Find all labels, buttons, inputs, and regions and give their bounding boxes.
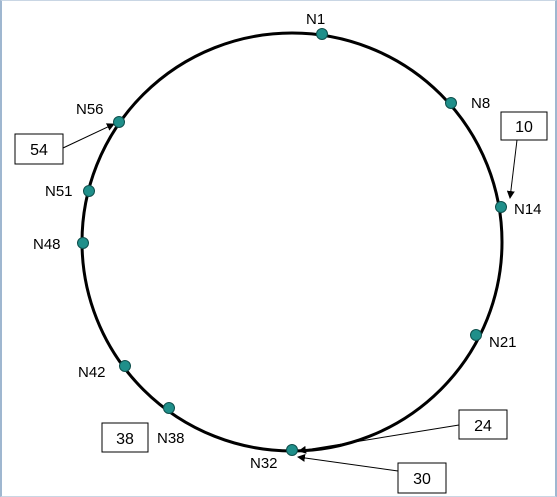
node-label-n42: N42 xyxy=(78,364,106,381)
node-n14[interactable] xyxy=(495,201,507,213)
node-n56[interactable] xyxy=(113,116,125,128)
key-box-10: 10 xyxy=(500,111,548,141)
key-24-arrow xyxy=(298,424,460,454)
svg-text:54: 54 xyxy=(30,142,48,159)
node-n38[interactable] xyxy=(163,402,175,414)
node-label-n56: N56 xyxy=(76,101,104,118)
key-box-38: 38 xyxy=(101,422,149,453)
node-label-n1: N1 xyxy=(306,11,325,28)
svg-text:10: 10 xyxy=(515,119,533,136)
svg-text:30: 30 xyxy=(413,471,431,488)
node-n32[interactable] xyxy=(286,444,298,456)
ring xyxy=(80,31,504,453)
key-30-arrow xyxy=(297,454,399,472)
svg-text:38: 38 xyxy=(116,431,134,448)
node-label-n21: N21 xyxy=(489,334,517,351)
node-n51[interactable] xyxy=(83,185,95,197)
node-label-n8: N8 xyxy=(471,95,490,112)
node-label-n32: N32 xyxy=(250,455,278,472)
node-label-n48: N48 xyxy=(33,236,61,253)
node-label-n51: N51 xyxy=(45,183,73,200)
node-n42[interactable] xyxy=(119,360,131,372)
node-label-n38: N38 xyxy=(157,430,185,447)
key-box-54: 54 xyxy=(14,133,64,165)
node-n1[interactable] xyxy=(316,28,328,40)
key-10-arrow xyxy=(506,139,518,199)
key-54-arrow xyxy=(62,123,115,149)
node-label-n14: N14 xyxy=(514,201,542,218)
node-n8[interactable] xyxy=(445,97,457,109)
node-n48[interactable] xyxy=(77,237,89,249)
svg-text:24: 24 xyxy=(474,418,492,435)
key-box-30: 30 xyxy=(397,462,447,494)
key-box-24: 24 xyxy=(458,409,508,440)
node-n21[interactable] xyxy=(470,329,482,341)
